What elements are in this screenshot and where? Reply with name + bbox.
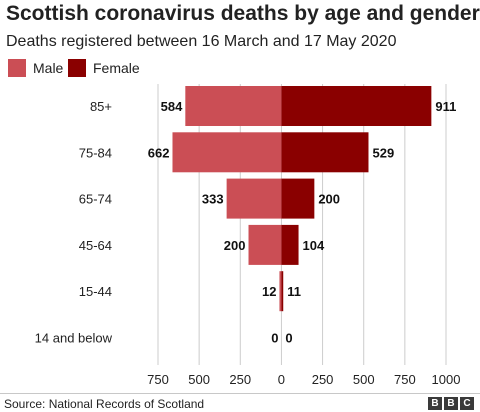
x-tick-label: 500: [188, 372, 210, 387]
x-tick-label: 500: [353, 372, 375, 387]
chart-plot: 750 500 250 0 250 500 750 1000 85+ 584 911 75-84 662…: [35, 84, 461, 387]
bar-male-15-44: [279, 271, 282, 312]
bar-female-65-74: [281, 178, 315, 219]
data-label-male-45-64: 200: [224, 238, 246, 253]
data-label-female-14-and-below: 0: [285, 331, 292, 346]
legend-label-female: Female: [93, 60, 140, 76]
legend-item-female: Female: [68, 59, 140, 77]
bar-female-85-plus: [281, 86, 432, 126]
data-label-male-75-84: 662: [148, 145, 170, 160]
x-tick-label: 750: [394, 372, 416, 387]
category-label-75-84: 75-84: [79, 145, 112, 160]
logo-block-b2: B: [444, 397, 458, 410]
legend-swatch-male: [8, 59, 26, 77]
x-tick-label: 250: [229, 372, 251, 387]
data-label-female-15-44: 11: [287, 284, 301, 299]
x-tick-label: 250: [312, 372, 334, 387]
x-tick-label: 750: [147, 372, 169, 387]
data-label-female-85-plus: 911: [435, 99, 456, 114]
chart-subtitle: Deaths registered between 16 March and 1…: [6, 33, 397, 50]
logo-block-c: C: [460, 397, 474, 410]
legend-item-male: Male: [8, 59, 63, 77]
category-label-45-64: 45-64: [79, 238, 112, 253]
data-label-male-15-44: 12: [262, 284, 276, 299]
bar-male-65-74: [226, 178, 282, 219]
source-note: Source: National Records of Scotland: [4, 397, 205, 411]
data-label-male-14-and-below: 0: [271, 331, 278, 346]
data-label-male-85-plus: 584: [161, 99, 183, 114]
bar-male-85-plus: [185, 86, 282, 126]
category-label-15-44: 15-44: [79, 284, 112, 299]
x-tick-label: 1000: [432, 372, 461, 387]
category-label-65-74: 65-74: [79, 192, 112, 207]
x-tick-label: 0: [278, 372, 285, 387]
legend-swatch-female: [68, 59, 86, 77]
bbc-logo: B B C: [428, 397, 474, 410]
data-label-female-75-84: 529: [372, 145, 394, 160]
logo-block-b1: B: [428, 397, 442, 410]
chart-title: Scottish coronavirus deaths by age and g…: [6, 2, 480, 25]
category-label-85-plus: 85+: [90, 99, 112, 114]
data-label-female-45-64: 104: [303, 238, 325, 253]
data-label-female-65-74: 200: [318, 192, 340, 207]
footer-divider: [0, 393, 480, 394]
data-label-male-65-74: 333: [202, 192, 224, 207]
bar-female-15-44: [281, 271, 284, 312]
category-label-14-and-below: 14 and below: [35, 331, 113, 346]
bar-male-75-84: [172, 132, 282, 173]
bar-male-45-64: [248, 224, 282, 265]
legend-label-male: Male: [33, 60, 64, 76]
bar-female-75-84: [281, 132, 369, 173]
bar-female-45-64: [281, 224, 299, 265]
